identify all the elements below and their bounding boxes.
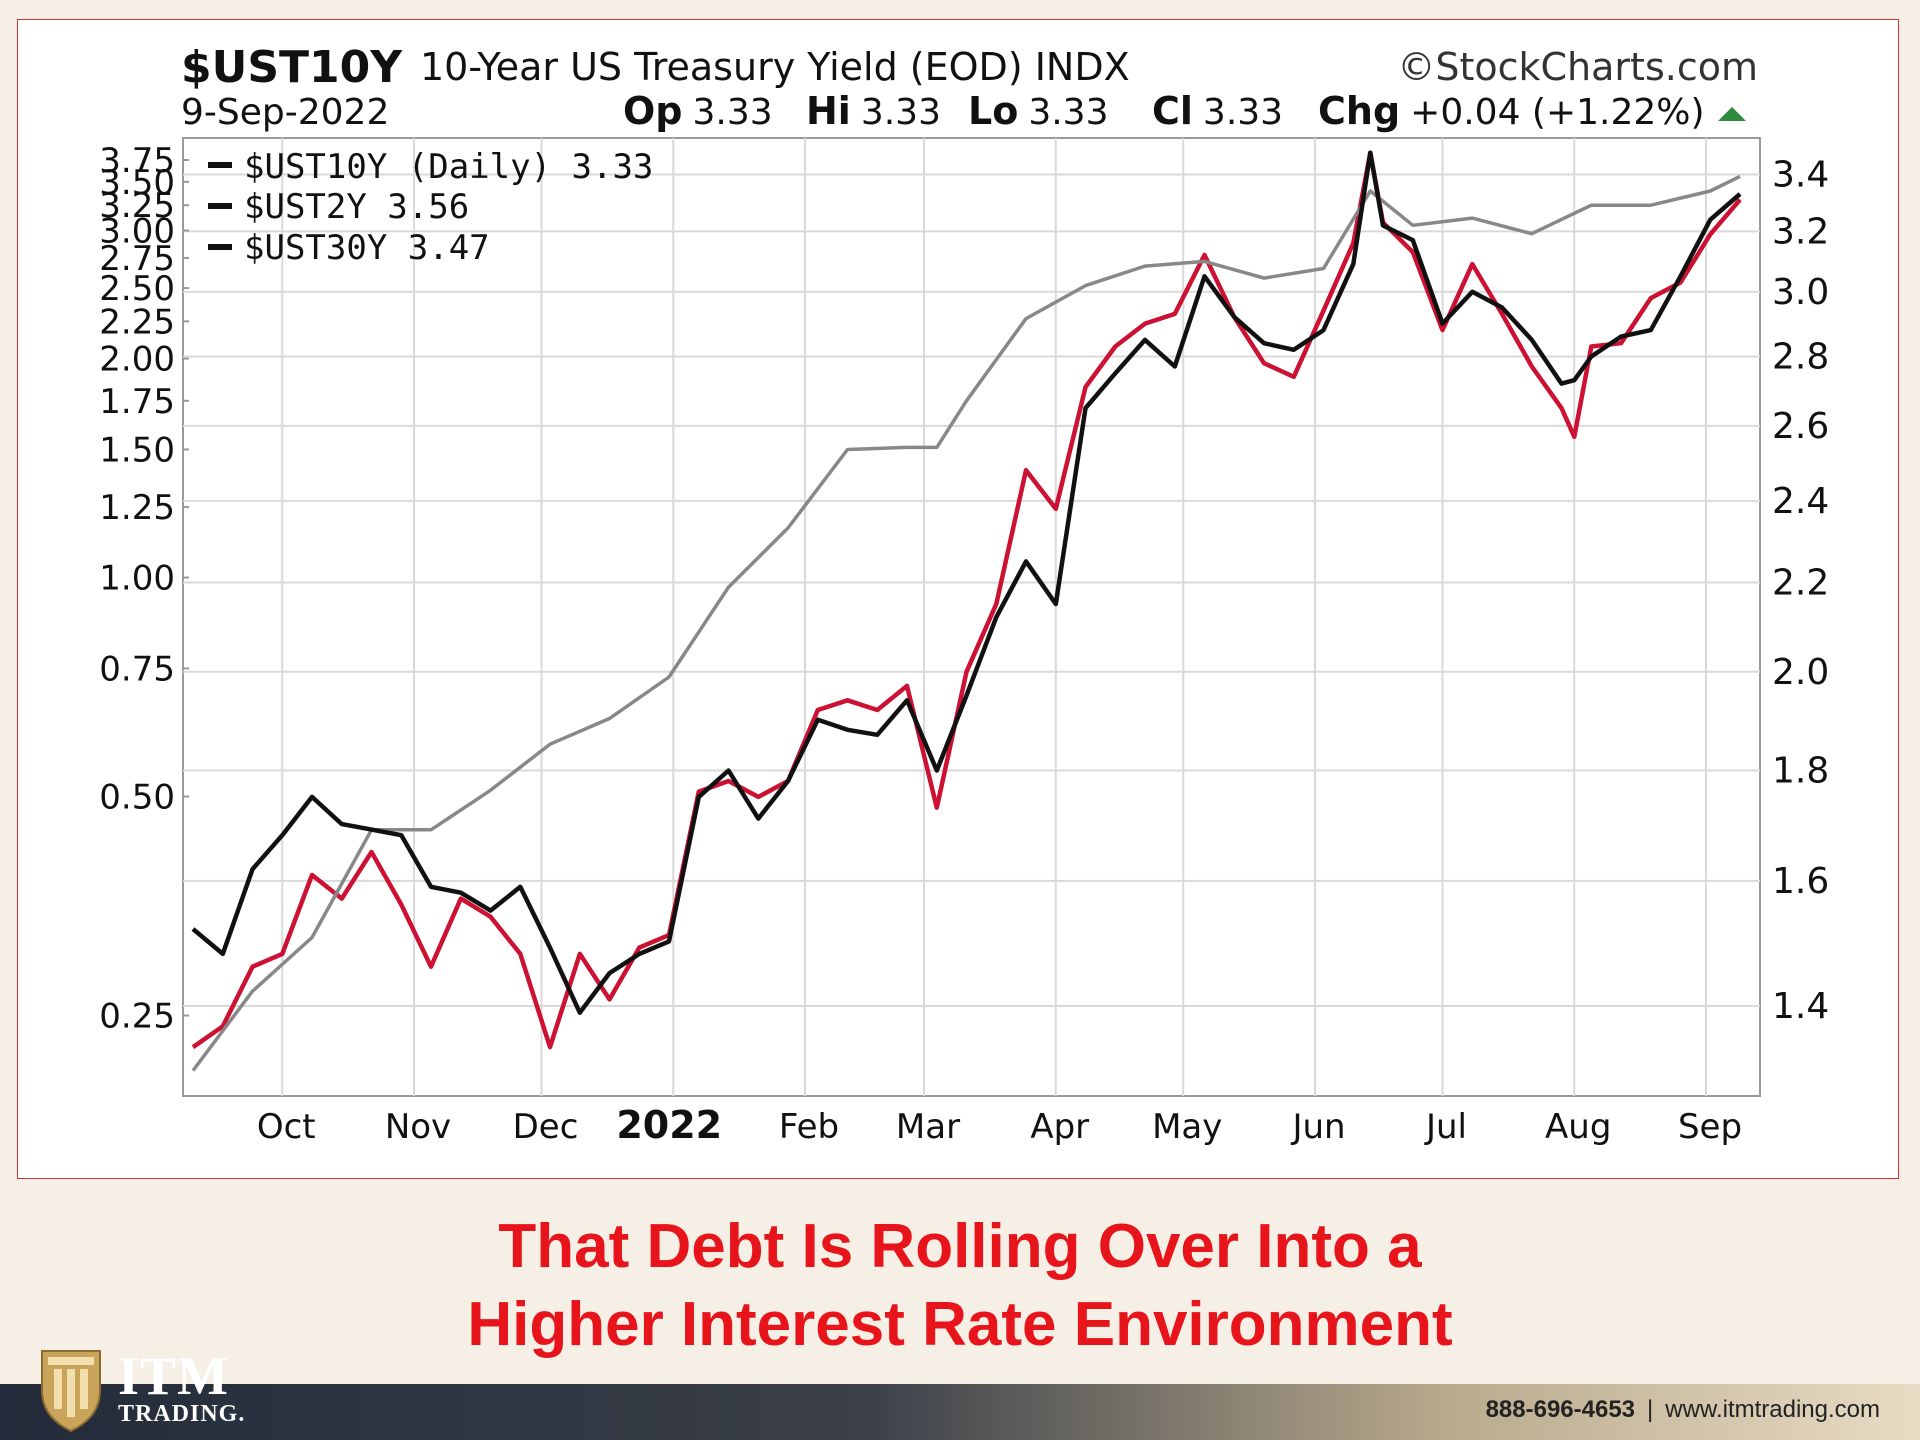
right-tick-label: 3.2	[1772, 211, 1829, 252]
x-tick-label: Oct	[257, 1107, 316, 1147]
right-tick-label: 3.4	[1772, 155, 1829, 196]
left-tick-label: 1.00	[99, 559, 175, 599]
left-tick-label: 3.00	[99, 211, 175, 251]
x-tick-label: Nov	[385, 1107, 451, 1147]
left-tick-label: 3.75	[99, 141, 175, 181]
chart-source: ©StockCharts.com	[1397, 45, 1758, 89]
footer-separator: |	[1647, 1396, 1654, 1423]
left-tick-label: 3.25	[99, 186, 175, 226]
left-tick-label: 0.25	[99, 997, 175, 1037]
right-tick-label: 1.8	[1772, 751, 1829, 792]
legend-label-ust30y: $UST30Y 3.47	[244, 228, 490, 268]
right-tick-label: 2.4	[1772, 481, 1829, 522]
left-tick-label: 0.50	[99, 778, 175, 818]
left-tick-label: 0.75	[99, 649, 175, 689]
left-tick-label: 2.00	[99, 340, 175, 380]
left-tick-label: 2.50	[99, 269, 175, 309]
legend: $UST10Y (Daily) 3.33 $UST2Y 3.56 $UST30Y…	[208, 147, 653, 268]
ohlc-high: Hi 3.33	[806, 89, 941, 133]
left-tick-label: 1.75	[99, 382, 175, 422]
legend-item-ust10y: $UST10Y (Daily) 3.33	[208, 147, 653, 187]
series-line-ust30y	[191, 150, 1742, 1015]
chart-date: 9-Sep-2022	[181, 92, 389, 133]
right-tick-label: 3.0	[1772, 272, 1829, 313]
ohlc-close: Cl 3.33	[1152, 89, 1283, 133]
x-tick-label: May	[1152, 1107, 1222, 1147]
x-tick-label: Aug	[1545, 1107, 1611, 1147]
right-tick-label: 2.2	[1772, 562, 1829, 603]
legend-label-ust2y: $UST2Y 3.56	[244, 187, 469, 227]
logo-wordmark: ITM	[118, 1346, 229, 1406]
chart-frame: $UST10Y 10-Year US Treasury Yield (EOD) …	[17, 19, 1899, 1179]
triangle-up-icon	[1718, 107, 1746, 121]
legend-item-ust30y: $UST30Y 3.47	[208, 228, 490, 268]
grid-lines	[183, 138, 1760, 1096]
chart-ticker: $UST10Y	[181, 42, 403, 93]
x-tick-label: Jul	[1424, 1107, 1467, 1147]
x-tick-label: Apr	[1030, 1107, 1089, 1147]
x-tick-label: Feb	[779, 1107, 839, 1147]
itm-trading-logo[interactable]: ITM TRADING.	[38, 1345, 278, 1433]
left-axis: 3.753.503.253.002.752.502.252.001.75 1.50…	[99, 141, 189, 1037]
left-tick-label: 2.75	[99, 239, 175, 279]
ohlc-low: Lo 3.33	[968, 89, 1108, 133]
ohlc-open: Op 3.33	[623, 89, 773, 133]
x-tick-label: Sep	[1678, 1107, 1742, 1147]
logo-subtitle: TRADING.	[118, 1401, 246, 1427]
footer-bar	[0, 1384, 1920, 1440]
right-tick-label: 2.6	[1772, 406, 1829, 447]
ohlc-change: Chg +0.04 (+1.22%)	[1318, 89, 1705, 133]
series-line-ust2y	[191, 174, 1741, 1072]
x-axis: Oct Nov Dec 2022 Feb Mar Apr May Jun Jul Aug Sep	[257, 1103, 1742, 1147]
phone-link[interactable]: 888-696-4653	[1485, 1396, 1636, 1423]
plot-area	[182, 137, 1761, 1097]
left-tick-label: 2.25	[99, 302, 175, 342]
footer-contact: 888-696-4653 | www.itmtrading.com	[1486, 1396, 1880, 1424]
slide-caption: That Debt Is Rolling Over Into a Higher …	[0, 1208, 1920, 1364]
right-tick-label: 2.8	[1772, 336, 1829, 377]
series-line-ust10y	[191, 150, 1742, 1050]
series-lines	[191, 150, 1742, 1072]
x-tick-label: 2022	[616, 1103, 722, 1147]
x-tick-label: Jun	[1290, 1107, 1345, 1147]
right-tick-label: 2.0	[1772, 652, 1829, 693]
caption-line-2: Higher Interest Rate Environment	[467, 1290, 1453, 1359]
legend-item-ust2y: $UST2Y 3.56	[208, 187, 469, 227]
yield-chart: $UST10Y 10-Year US Treasury Yield (EOD) …	[99, 42, 1829, 1147]
left-tick-label: 1.25	[99, 488, 175, 528]
x-tick-label: Dec	[513, 1107, 579, 1147]
chart-index-name: 10-Year US Treasury Yield (EOD) INDX	[420, 45, 1130, 89]
pillar-shield-icon	[41, 1350, 101, 1433]
right-tick-label: 1.4	[1772, 986, 1829, 1027]
legend-label-ust10y: $UST10Y (Daily) 3.33	[244, 147, 653, 187]
left-tick-label: 1.50	[99, 430, 175, 470]
caption-line-1: That Debt Is Rolling Over Into a	[498, 1212, 1422, 1281]
x-tick-label: Mar	[896, 1107, 960, 1147]
left-tick-label: 3.50	[99, 163, 175, 203]
right-tick-label: 1.6	[1772, 861, 1829, 902]
website-link[interactable]: www.itmtrading.com	[1665, 1396, 1880, 1423]
right-axis: 3.4 3.2 3.0 2.8 2.6 2.4 2.2 2.0 1.8 1.6 1.4	[1772, 155, 1829, 1028]
